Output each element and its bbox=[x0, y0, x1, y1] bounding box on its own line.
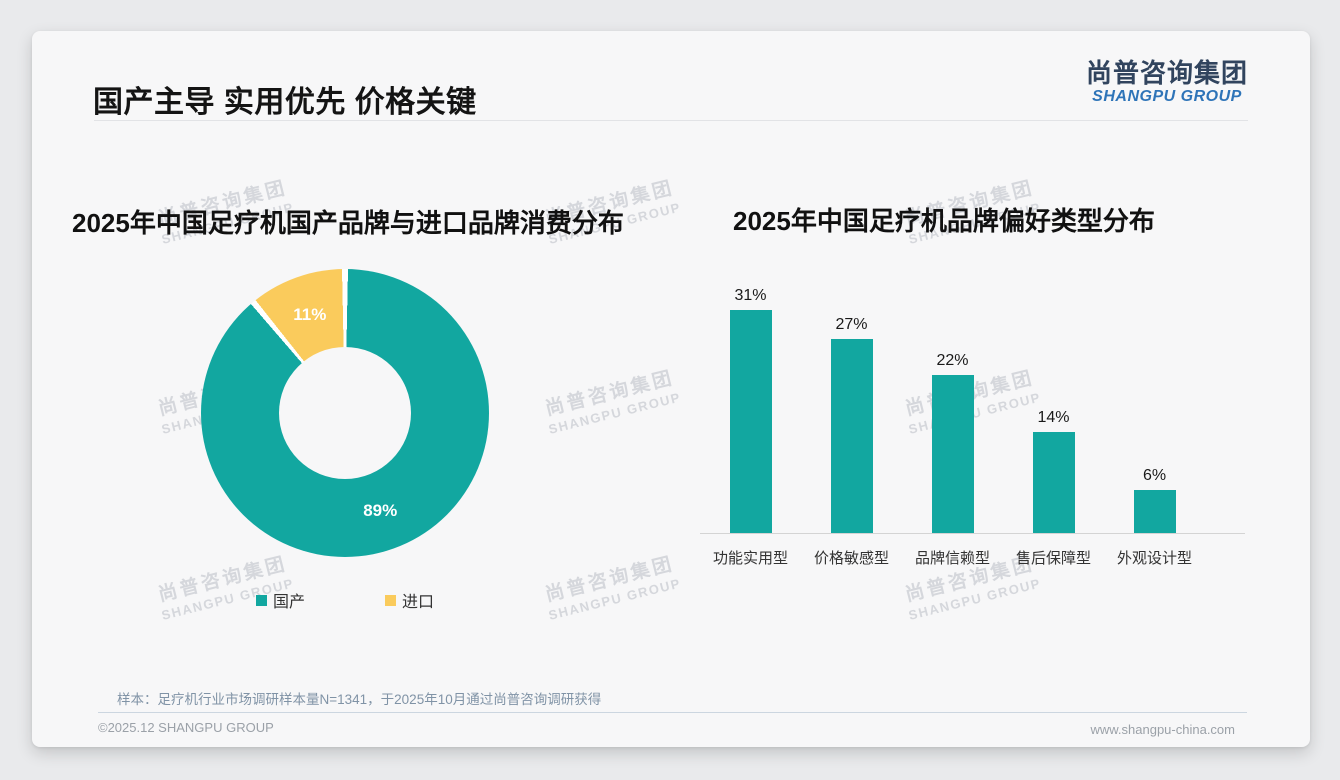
watermark-en-text: SHANGPU GROUP bbox=[906, 575, 1043, 623]
bar-category-label: 外观设计型 bbox=[1116, 550, 1192, 567]
legend-label: 进口 bbox=[402, 594, 435, 611]
logo-english-text: SHANGPU GROUP bbox=[1092, 87, 1242, 105]
bar-group: 27% bbox=[801, 316, 902, 533]
bar-group: 31% bbox=[700, 287, 801, 533]
header-divider bbox=[94, 120, 1248, 121]
bar-category-label: 功能实用型 bbox=[712, 550, 788, 567]
footer-divider bbox=[98, 712, 1247, 713]
company-logo: 尚普咨询集团 SHANGPU GROUP bbox=[1086, 59, 1248, 105]
donut-slice-label: 11% bbox=[293, 305, 327, 325]
donut-hole bbox=[279, 347, 411, 479]
donut-slice-label: 89% bbox=[363, 500, 398, 520]
logo-chinese-text: 尚普咨询集团 bbox=[1085, 58, 1248, 88]
bar-category-label: 品牌信赖型 bbox=[914, 550, 990, 567]
bar-chart-title: 2025年中国足疗机品牌偏好类型分布 bbox=[733, 206, 1155, 236]
watermark-cn-text: 尚普咨询集团 bbox=[543, 367, 677, 420]
bar-category-label: 价格敏感型 bbox=[813, 550, 889, 567]
watermark-cn-text: 尚普咨询集团 bbox=[543, 553, 677, 606]
footer-website: www.shangpu-china.com bbox=[1090, 722, 1235, 737]
legend-label: 国产 bbox=[272, 594, 305, 611]
donut-chart: 89% 11% bbox=[201, 269, 489, 557]
legend-swatch bbox=[385, 594, 396, 606]
footer-copyright: ©2025.12 SHANGPU GROUP bbox=[98, 720, 274, 735]
watermark-en-text: SHANGPU GROUP bbox=[546, 389, 683, 437]
bar-group: 6% bbox=[1104, 467, 1205, 533]
bar-group: 14% bbox=[1003, 409, 1104, 533]
bar bbox=[1133, 489, 1176, 533]
bar-value-label: 22% bbox=[936, 351, 969, 369]
bar bbox=[1032, 432, 1075, 533]
legend-item: 进口 bbox=[385, 588, 434, 612]
bar-category-label: 售后保障型 bbox=[1015, 550, 1091, 567]
bar-chart-axis bbox=[700, 533, 1245, 534]
slide-card: 尚普咨询集团 SHANGPU GROUP 尚普咨询集团 SHANGPU GROUP 尚普… bbox=[32, 31, 1310, 747]
bar-value-label: 14% bbox=[1037, 409, 1070, 427]
page-title: 国产主导 实用优先 价格关键 bbox=[93, 86, 477, 119]
bar-group: 22% bbox=[902, 352, 1003, 533]
bar bbox=[830, 338, 873, 533]
bar-value-label: 6% bbox=[1142, 466, 1167, 484]
sample-note: 样本：足疗机行业市场调研样本量N=1341，于2025年10月通过尚普咨询调研获… bbox=[117, 692, 602, 707]
donut-legend: 国产 进口 bbox=[201, 588, 489, 612]
bar-value-label: 31% bbox=[734, 286, 767, 304]
legend-item: 国产 bbox=[255, 588, 305, 612]
bar bbox=[729, 309, 772, 533]
legend-swatch bbox=[255, 594, 267, 606]
donut-chart-title: 2025年中国足疗机国产品牌与进口品牌消费分布 bbox=[72, 208, 624, 238]
bar bbox=[931, 374, 974, 533]
bar-value-label: 27% bbox=[835, 315, 868, 333]
watermark-en-text: SHANGPU GROUP bbox=[546, 575, 683, 623]
